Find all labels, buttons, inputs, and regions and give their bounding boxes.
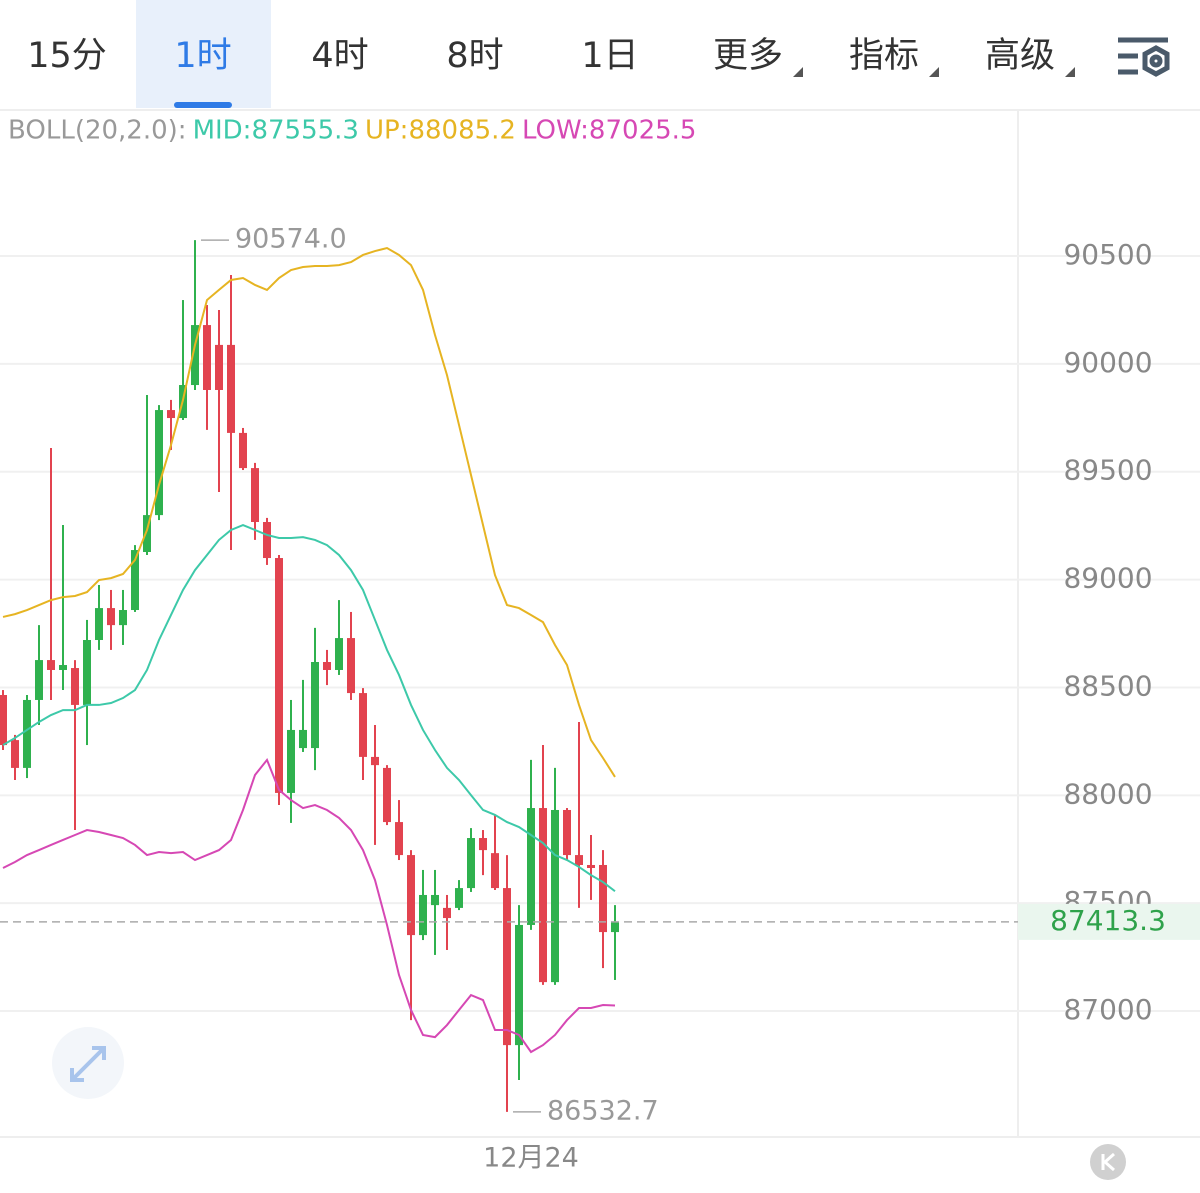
tab[interactable]: 1时	[174, 36, 231, 76]
last-price-label: 87413.3	[1050, 904, 1166, 937]
icon-dot	[1149, 54, 1163, 68]
candle-body	[251, 468, 259, 523]
candle-body	[407, 855, 415, 936]
candle-body	[431, 894, 439, 906]
tab[interactable]: 8时	[446, 36, 503, 76]
k-icon	[1101, 1152, 1115, 1172]
candle-body	[395, 822, 403, 856]
tab[interactable]: 高级	[985, 36, 1055, 76]
band-line	[2, 523, 616, 893]
annotation-label: 90574.0	[235, 224, 347, 255]
expand-button[interactable]	[52, 1027, 124, 1099]
candle-body	[0, 695, 7, 746]
candle-body	[215, 344, 223, 390]
candle-body	[275, 558, 283, 793]
dropdown-triangle	[793, 67, 803, 77]
candle-body	[335, 638, 343, 670]
tab-highlight	[136, 0, 271, 108]
candle-body	[383, 767, 391, 823]
expand-icon	[70, 1046, 106, 1082]
tab-underline	[174, 102, 232, 108]
candle-body	[611, 921, 619, 933]
candle-body	[371, 756, 379, 766]
tab[interactable]: 指标	[849, 36, 919, 76]
candle-body	[599, 864, 607, 933]
dropdown-triangle	[1065, 67, 1075, 77]
y-tick-label: 89500	[1063, 454, 1152, 487]
candle-body	[575, 855, 583, 865]
y-tick-label: 89000	[1063, 562, 1152, 595]
candle-body	[515, 924, 523, 1046]
candle-body	[503, 888, 511, 1046]
tab[interactable]: 15分	[27, 36, 107, 76]
legend-item: MID:87555.3	[193, 116, 359, 146]
candle-body	[347, 638, 355, 694]
candle-body	[263, 522, 271, 559]
candle-body	[47, 660, 55, 670]
candle-body	[563, 809, 571, 856]
y-tick-label: 90000	[1063, 346, 1152, 379]
candle-body	[479, 838, 487, 851]
candle-body	[131, 550, 139, 611]
candle-body	[299, 729, 307, 749]
k-button[interactable]	[1090, 1144, 1126, 1180]
candle-body	[311, 662, 319, 749]
tab[interactable]: 更多	[713, 36, 783, 76]
candle-body	[71, 668, 79, 705]
candle-body	[287, 729, 295, 793]
y-tick-label: 90500	[1063, 238, 1152, 271]
candle-body	[491, 853, 499, 889]
candle-body	[359, 693, 367, 757]
candle-body	[59, 665, 67, 670]
legend-item: BOLL(20,2.0):	[8, 116, 187, 146]
candle-body	[443, 907, 451, 919]
tab[interactable]: 4时	[311, 36, 368, 76]
legend-item: UP:88085.2	[365, 116, 516, 146]
y-tick-label: 88500	[1063, 669, 1152, 702]
candle-body	[455, 888, 463, 908]
y-tick-label: 88000	[1063, 777, 1152, 810]
candle-body	[191, 325, 199, 386]
icon-hex	[1142, 45, 1170, 77]
candle-body	[527, 808, 535, 925]
candle-body	[419, 894, 427, 936]
legend-item: LOW:87025.5	[522, 116, 696, 146]
candle-body	[95, 608, 103, 641]
candle-body	[167, 410, 175, 419]
y-tick-label: 87000	[1063, 993, 1152, 1026]
candle-body	[587, 864, 595, 869]
candle-body	[203, 325, 211, 390]
k-bg	[1090, 1144, 1126, 1180]
candle-body	[239, 432, 247, 469]
candle-body	[83, 640, 91, 705]
candle-body	[467, 838, 475, 889]
candle-body	[155, 410, 163, 516]
candle-body	[11, 740, 19, 768]
last-price-tag	[1018, 903, 1200, 940]
candle-body	[323, 662, 331, 670]
candle-body	[539, 808, 547, 983]
candle-body	[143, 515, 151, 552]
settings-icon[interactable]	[1118, 37, 1170, 77]
candle-body	[227, 344, 235, 433]
tab[interactable]: 1日	[581, 36, 638, 76]
annotation-label: 86532.7	[547, 1095, 659, 1126]
candle-body	[107, 608, 115, 626]
candle-body	[23, 699, 31, 768]
x-tick-label: 12月24	[483, 1143, 579, 1174]
dropdown-triangle	[929, 67, 939, 77]
candle-body	[119, 610, 127, 626]
candle-body	[551, 809, 559, 983]
band-line	[2, 757, 616, 1054]
candle-body	[35, 660, 43, 700]
band-line	[2, 246, 616, 778]
